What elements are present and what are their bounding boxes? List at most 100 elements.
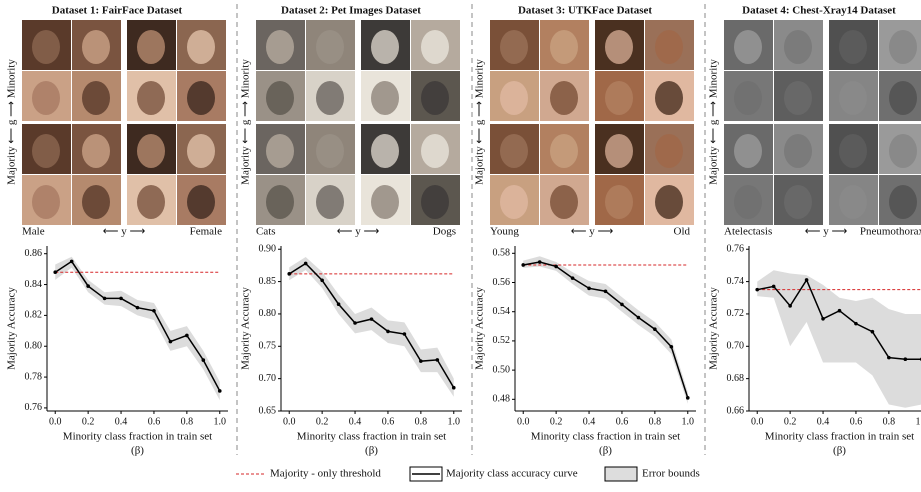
accuracy-point	[587, 286, 591, 291]
image-x-label: Cats	[256, 226, 276, 238]
y-tick-label: 0.78	[25, 371, 43, 382]
accuracy-point	[554, 264, 558, 269]
photo-subject	[82, 30, 110, 64]
photo-subject	[605, 185, 633, 219]
accuracy-point	[320, 278, 324, 283]
photo-subject	[421, 30, 449, 64]
photo-subject	[734, 30, 762, 64]
accuracy-point	[521, 263, 526, 267]
y-tick-label: 0.80	[259, 308, 277, 319]
x-axis-label: Minority class fraction in train set	[531, 431, 680, 443]
x-tick-label: 0.4	[583, 416, 596, 427]
legend-label: Majority class accuracy curve	[446, 468, 578, 480]
x-tick-label: 0.4	[349, 416, 362, 427]
photo-subject	[605, 134, 633, 168]
accuracy-point	[201, 358, 206, 362]
accuracy-point	[217, 389, 222, 393]
photo-subject	[500, 30, 528, 64]
x-axis-sub-label: (β)	[365, 445, 378, 457]
photo-subject	[784, 30, 812, 64]
y-tick-label: 0.52	[493, 335, 511, 346]
accuracy-point	[804, 278, 809, 282]
photo-subject	[421, 185, 449, 219]
photo-subject	[605, 81, 633, 115]
image-x-label: ⟵ y ⟶	[805, 226, 848, 238]
photo-subject	[550, 30, 578, 64]
y-tick-label: 0.65	[259, 405, 277, 416]
photo-subject	[655, 134, 683, 168]
photo-subject	[784, 81, 812, 115]
photo-subject	[605, 30, 633, 64]
image-x-label: Female	[190, 226, 222, 238]
x-tick-label: 0.0	[283, 416, 296, 427]
y-tick-label: 0.85	[259, 276, 277, 287]
accuracy-point	[353, 321, 357, 325]
image-x-label: Old	[674, 226, 691, 238]
photo-subject	[137, 81, 165, 115]
x-axis-label: Minority class fraction in train set	[63, 431, 212, 443]
photo-subject	[421, 81, 449, 115]
accuracy-point	[135, 305, 140, 310]
x-tick-label: 0.0	[751, 416, 764, 427]
panel-title: Dataset 2: Pet Images Dataset	[281, 5, 421, 17]
photo-subject	[316, 134, 344, 168]
y-tick-label: 0.68	[727, 373, 745, 384]
photo-subject	[82, 185, 110, 219]
photo-subject	[889, 81, 917, 115]
photo-subject	[371, 134, 399, 168]
y-tick-label: 0.75	[259, 341, 277, 352]
accuracy-point	[168, 339, 173, 344]
photo-subject	[734, 81, 762, 115]
x-tick-label: 1.0	[916, 416, 921, 427]
accuracy-point	[771, 284, 776, 289]
x-tick-label: 0.4	[817, 416, 830, 427]
x-tick-label: 1.0	[448, 416, 461, 427]
photo-subject	[32, 30, 60, 64]
photo-subject	[266, 30, 294, 64]
photo-subject	[187, 30, 215, 64]
accuracy-point	[53, 270, 58, 275]
photo-subject	[784, 134, 812, 168]
accuracy-point	[336, 302, 341, 307]
photo-subject	[839, 134, 867, 168]
x-tick-label: 1.0	[682, 416, 695, 427]
accuracy-point	[451, 385, 456, 390]
photo-subject	[655, 30, 683, 64]
photo-subject	[889, 134, 917, 168]
photo-subject	[266, 185, 294, 219]
accuracy-point	[386, 329, 390, 334]
photo-subject	[839, 30, 867, 64]
accuracy-point	[303, 261, 308, 266]
photo-subject	[82, 81, 110, 115]
photo-subject	[655, 185, 683, 219]
accuracy-point	[788, 304, 792, 308]
accuracy-point	[755, 287, 760, 292]
accuracy-point	[636, 315, 641, 320]
accuracy-curve	[54, 260, 221, 392]
error-band	[757, 270, 921, 408]
photo-subject	[316, 81, 344, 115]
image-y-label: Majority ⟵ g ⟶ Minority	[708, 59, 720, 185]
y-tick-label: 0.54	[493, 306, 511, 317]
panel-title: Dataset 3: UTKFace Dataset	[518, 5, 652, 17]
y-tick-label: 0.70	[727, 341, 745, 352]
image-x-label: Young	[490, 226, 519, 238]
y-tick-label: 0.66	[727, 405, 745, 416]
y-tick-label: 0.50	[493, 364, 511, 375]
x-axis-sub-label: (β)	[131, 445, 144, 457]
accuracy-point	[537, 260, 542, 264]
x-tick-label: 0.6	[148, 416, 161, 427]
y-tick-label: 0.80	[25, 341, 43, 352]
x-tick-label: 0.8	[883, 416, 896, 427]
image-y-label: Majority ⟵ g ⟶ Minority	[474, 59, 486, 185]
photo-subject	[550, 81, 578, 115]
x-tick-label: 1.0	[214, 416, 227, 427]
photo-subject	[371, 81, 399, 115]
y-tick-label: 0.76	[727, 244, 745, 255]
x-axis-sub-label: (β)	[833, 445, 846, 457]
x-tick-label: 0.2	[784, 416, 797, 427]
x-tick-label: 0.2	[550, 416, 563, 427]
x-tick-label: 0.6	[850, 416, 863, 427]
image-y-label: Majority ⟵ g ⟶ Minority	[240, 59, 252, 185]
